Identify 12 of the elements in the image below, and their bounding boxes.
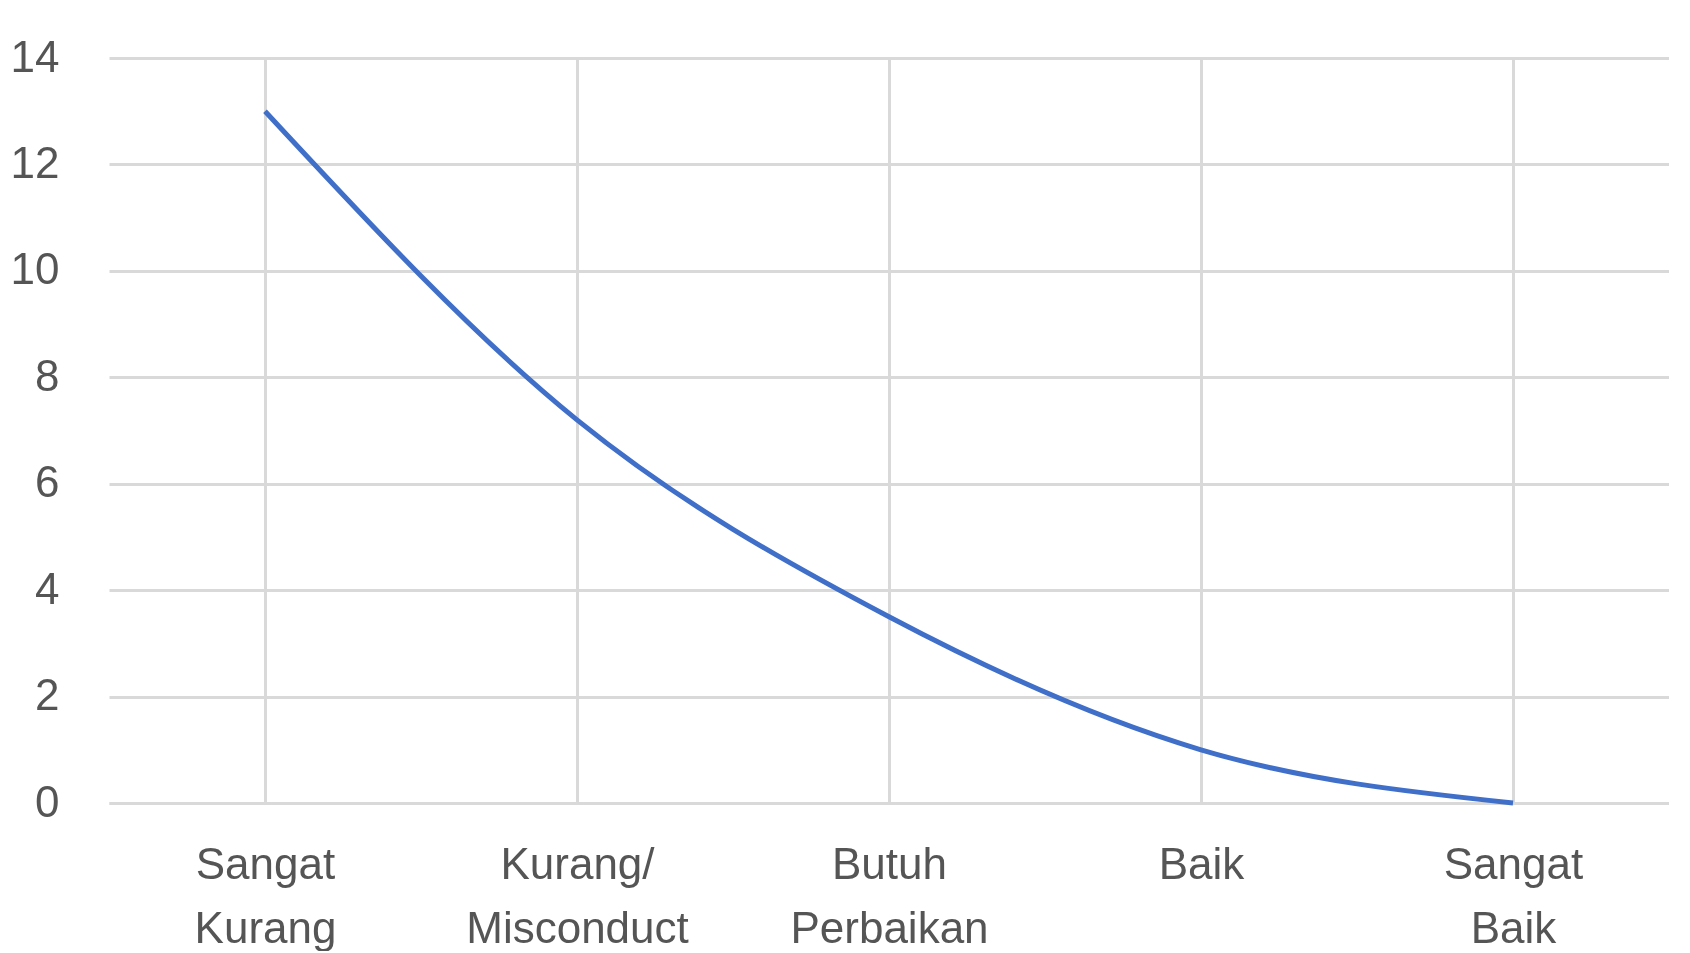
y-tick-label: 12 <box>10 137 60 187</box>
y-tick-label: 8 <box>35 350 60 400</box>
y-tick-label: 2 <box>35 670 60 720</box>
x-tick-label: Sangat Baik <box>1443 838 1584 952</box>
x-tick-label: Butuh Perbaikan <box>790 838 989 952</box>
y-tick-label: 4 <box>35 563 60 613</box>
y-tick-label: 10 <box>10 244 60 294</box>
y-tick-label: 6 <box>35 457 60 507</box>
x-tick-label: Kurang/Misconduct <box>466 838 689 952</box>
y-tick-label: 0 <box>35 776 60 826</box>
y-tick-label: 14 <box>10 31 60 81</box>
x-tick-label: Baik <box>1158 838 1246 888</box>
